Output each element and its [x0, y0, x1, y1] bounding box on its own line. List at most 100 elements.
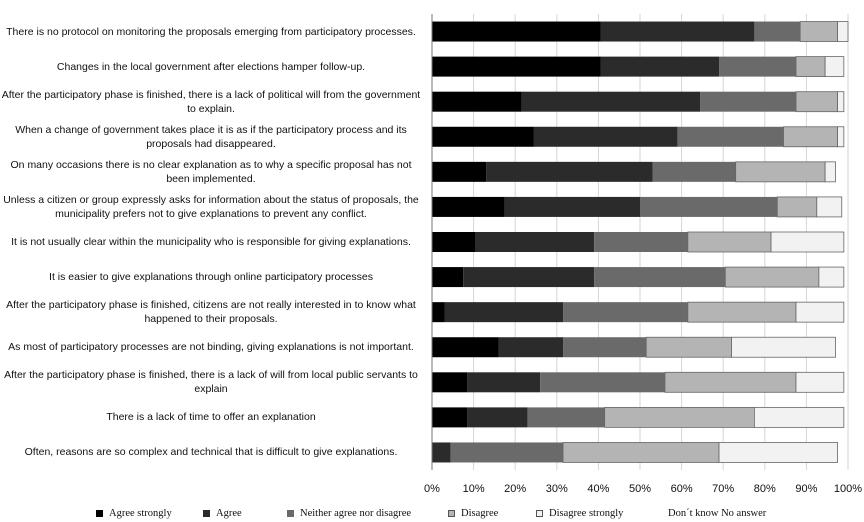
bar-segment — [467, 372, 541, 393]
bar-segment — [432, 232, 476, 252]
bar-segment — [837, 91, 845, 113]
legend-swatch — [287, 510, 294, 517]
bar-segment — [604, 406, 755, 428]
bar-segment — [640, 196, 778, 217]
legend-swatch — [96, 510, 103, 517]
bar-segment — [664, 371, 797, 393]
legend-label: Disagree — [461, 508, 499, 519]
bar-segment — [498, 337, 564, 358]
bar-segment — [562, 442, 720, 463]
category-label: There is a lack of time to offer an expl… — [106, 411, 316, 424]
legend-item-disagree-strongly: Disagree strongly — [536, 508, 623, 519]
category-label: It is easier to give explanations throug… — [49, 271, 373, 284]
bar-segment — [795, 301, 845, 323]
bar-segment — [563, 302, 688, 323]
bar-segment — [504, 196, 640, 217]
bar-segment — [594, 267, 726, 288]
category-label: When a change of government takes place … — [15, 123, 407, 150]
legend-item-neither: Neither agree nor disagree — [287, 508, 411, 519]
legend-label: Disagree strongly — [549, 508, 624, 519]
bar-segment — [486, 161, 653, 182]
x-tick-label: 90% — [795, 483, 817, 495]
bar-segment — [837, 126, 845, 148]
stacked-bar-chart: 0% 10% 20% 30% 40% 50% 60% 70% 80% 90% 100% — [424, 14, 862, 495]
bar-segment — [687, 301, 797, 323]
bar-segment — [837, 21, 849, 42]
bar-segment — [776, 196, 818, 218]
bar-segment — [824, 161, 836, 183]
legend-swatch — [536, 510, 543, 517]
bar-segment — [818, 266, 845, 288]
bar-segment — [799, 21, 838, 42]
bar-segment — [432, 267, 464, 288]
bar-segment — [432, 407, 468, 428]
category-label: Unless a citizen or group expressly asks… — [3, 193, 419, 220]
bar-segment — [795, 371, 845, 393]
x-tick-label: 70% — [712, 483, 734, 495]
bar-segment — [563, 337, 647, 358]
bar-segment — [521, 91, 701, 112]
legend-label: Don´t know No answer — [668, 508, 767, 519]
bar-segment — [754, 21, 801, 42]
bar-segment — [795, 56, 826, 78]
category-label: After the participatory phase is finishe… — [6, 299, 416, 326]
bars — [432, 21, 849, 463]
category-label: After the participatory phase is finishe… — [4, 369, 418, 396]
bar-segment — [467, 407, 528, 428]
bar-segment — [432, 442, 451, 463]
category-label: Often, reasons are so complex and techni… — [24, 446, 398, 459]
category-label: As most of participatory processes are n… — [8, 341, 414, 354]
bar-segment — [687, 231, 772, 253]
legend-item-agree: Agree — [203, 508, 242, 519]
x-tick-label: 60% — [671, 483, 693, 495]
bar-segment — [724, 266, 820, 288]
bar-segment — [731, 336, 836, 358]
bar-segment — [754, 406, 845, 428]
bar-segment — [652, 161, 736, 182]
bar-segment — [432, 91, 522, 112]
bar-segment — [824, 56, 845, 78]
x-tick-label: 80% — [754, 483, 776, 495]
bar-segment — [432, 21, 601, 42]
bar-segment — [700, 91, 796, 112]
legend-swatch — [448, 510, 455, 517]
x-tick-label: 10% — [463, 483, 485, 495]
x-tick-label: 0% — [424, 483, 440, 495]
legend-label: Agree strongly — [109, 508, 172, 519]
legend-label: Neither agree nor disagree — [300, 508, 412, 519]
bar-segment — [677, 126, 784, 147]
bar-segment — [432, 126, 534, 147]
bar-segment — [432, 196, 505, 217]
bar-segment — [783, 126, 839, 148]
bar-segment — [645, 336, 732, 358]
legend-item-dont-know: Don´t know No answer — [668, 508, 766, 519]
bar-segment — [600, 21, 755, 42]
bar-segment — [450, 442, 564, 463]
category-label: On many occasions there is no clear expl… — [10, 158, 412, 185]
bar-segment — [770, 231, 845, 253]
bar-segment — [527, 407, 605, 428]
x-tick-label: 50% — [629, 483, 651, 495]
bar-segment — [533, 126, 678, 147]
bar-segment — [463, 267, 595, 288]
category-label: It is not usually clear within the munic… — [11, 235, 411, 248]
bar-segment — [475, 232, 595, 252]
bar-segment — [432, 161, 487, 182]
legend-label: Agree — [216, 508, 242, 519]
x-tick-labels: 0% 10% 20% 30% 40% 50% 60% 70% 80% 90% 100% — [424, 483, 862, 495]
legend: Agree strongly Agree Neither agree nor d… — [0, 508, 864, 522]
category-label: After the participatory phase is finishe… — [1, 88, 421, 115]
legend-item-agree-strongly: Agree strongly — [96, 508, 172, 519]
bar-segment — [735, 161, 826, 183]
category-label: Changes in the local government after el… — [56, 60, 366, 73]
bar-segment — [600, 56, 720, 77]
legend-swatch — [203, 510, 210, 517]
bar-segment — [540, 372, 665, 393]
bar-segment — [816, 196, 843, 218]
bar-segment — [795, 91, 838, 113]
bar-segment — [432, 337, 499, 358]
x-tick-label: 100% — [834, 483, 862, 495]
bar-segment — [444, 302, 564, 323]
bar-segment — [719, 56, 796, 77]
x-tick-label: 20% — [504, 483, 526, 495]
